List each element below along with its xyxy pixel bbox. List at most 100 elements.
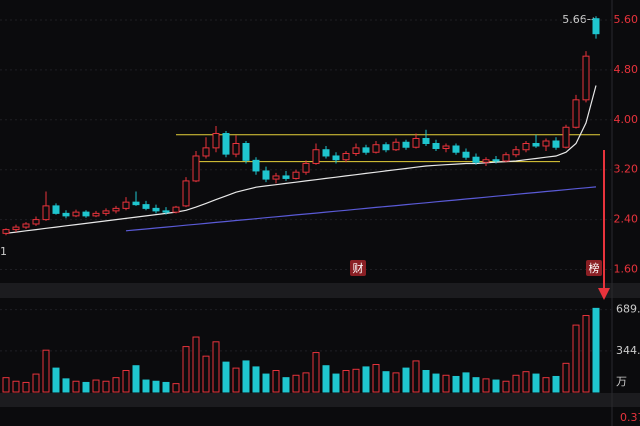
volume-bar xyxy=(322,365,330,393)
candle-body xyxy=(272,175,280,180)
candle-body xyxy=(202,147,210,157)
y-tick-label: 4.00 xyxy=(614,113,639,126)
candle-body xyxy=(532,142,540,147)
volume-bar xyxy=(312,352,320,393)
candle-body xyxy=(592,18,600,35)
volume-bar xyxy=(42,349,50,393)
volume-bar xyxy=(2,377,10,393)
volume-bar xyxy=(472,377,480,393)
volume-bar xyxy=(562,362,570,393)
candle-body xyxy=(552,140,560,148)
volume-bar xyxy=(452,375,460,393)
y-tick-label: 3.20 xyxy=(614,163,639,176)
volume-bar xyxy=(252,366,260,393)
volume-bar xyxy=(112,377,120,393)
candle-body xyxy=(212,133,220,149)
volume-bar xyxy=(32,373,40,393)
candle-body xyxy=(22,223,30,228)
volume-bar xyxy=(152,380,160,393)
candle-body xyxy=(82,211,90,217)
volume-bar xyxy=(332,373,340,393)
candle-body xyxy=(112,207,120,212)
candle-body xyxy=(472,156,480,163)
volume-bar xyxy=(482,378,490,393)
volume-bar xyxy=(172,383,180,393)
candle-body xyxy=(492,159,500,162)
volume-bar xyxy=(392,372,400,393)
candle-body xyxy=(92,212,100,217)
volume-bar xyxy=(72,380,80,393)
panel-separator xyxy=(0,393,640,407)
moving-average xyxy=(125,186,597,232)
volume-bar xyxy=(492,379,500,393)
moving-average xyxy=(5,85,597,234)
candle-body xyxy=(412,138,420,148)
volume-bar xyxy=(282,377,290,393)
candle-body xyxy=(572,99,580,128)
y-tick-label: 1.60 xyxy=(614,263,639,276)
volume-bar xyxy=(512,374,520,393)
volume-bar xyxy=(412,360,420,393)
volume-bar xyxy=(202,355,210,393)
candle-body xyxy=(102,210,110,214)
volume-bar xyxy=(522,371,530,393)
high-label: 5.66→ xyxy=(562,13,596,26)
volume-bar xyxy=(192,336,200,393)
volume-bar xyxy=(302,372,310,393)
candle-body xyxy=(452,145,460,153)
candle-body xyxy=(172,206,180,213)
candle-body xyxy=(72,211,80,217)
candle-body xyxy=(242,142,250,161)
volume-bar xyxy=(12,380,20,393)
candle-body xyxy=(332,155,340,161)
candle-body xyxy=(432,142,440,149)
volume-bar xyxy=(182,346,190,393)
volume-bar xyxy=(262,373,270,393)
volume-bar xyxy=(592,307,600,393)
marker-box xyxy=(586,260,602,276)
volume-bar xyxy=(372,364,380,393)
volume-bar xyxy=(52,367,60,393)
candle-body xyxy=(2,229,10,234)
candle-body xyxy=(342,152,350,161)
marker: 财 xyxy=(353,261,364,275)
candle-body xyxy=(542,140,550,147)
candle-body xyxy=(262,170,270,180)
candle-body xyxy=(562,126,570,148)
volume-bar xyxy=(272,369,280,393)
volume-bar xyxy=(382,371,390,393)
corner-label: 1 xyxy=(0,245,7,258)
y-tick-label: 5.60 xyxy=(614,13,639,26)
volume-bar xyxy=(162,381,170,393)
volume-bar xyxy=(82,381,90,393)
volume-bar xyxy=(242,360,250,393)
candle-body xyxy=(482,159,490,163)
candle-body xyxy=(142,204,150,209)
volume-bar xyxy=(292,374,300,393)
candle-body xyxy=(232,142,240,155)
candle-body xyxy=(402,141,410,148)
candle-body xyxy=(382,144,390,151)
volume-bar xyxy=(502,380,510,393)
volume-tick-label: 689.3 xyxy=(616,303,640,316)
candle-body xyxy=(582,55,590,101)
candle-body xyxy=(222,133,230,155)
volume-bar xyxy=(362,366,370,393)
volume-bar xyxy=(442,374,450,393)
candle-body xyxy=(132,201,140,206)
volume-bar xyxy=(342,369,350,393)
marker-box xyxy=(350,260,366,276)
candle-body xyxy=(182,180,190,207)
candle-body xyxy=(32,219,40,225)
volume-bar xyxy=(62,378,70,393)
candle-body xyxy=(152,207,160,212)
candle-body xyxy=(162,210,170,213)
candle-body xyxy=(362,147,370,153)
candle-body xyxy=(392,141,400,151)
candle-body xyxy=(292,171,300,179)
y-tick-label: 4.80 xyxy=(614,63,639,76)
volume-bar xyxy=(222,361,230,393)
volume-bar xyxy=(582,315,590,393)
